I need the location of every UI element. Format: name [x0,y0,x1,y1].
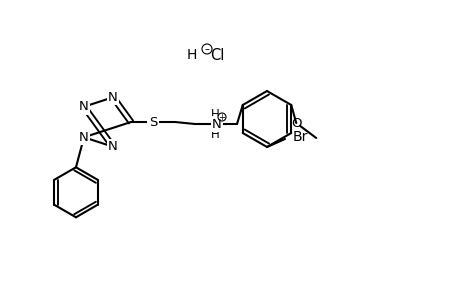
Text: S: S [149,116,157,128]
Text: Cl: Cl [210,47,224,62]
Text: N: N [79,131,89,144]
Text: Br: Br [292,130,308,144]
Text: H: H [210,128,219,140]
Text: –: – [204,44,209,54]
Text: O: O [291,116,301,130]
Text: N: N [79,100,89,113]
Text: H: H [210,107,219,121]
Text: N: N [212,118,221,130]
Text: N: N [108,140,118,153]
Text: H: H [186,48,196,62]
Text: +: + [218,112,225,122]
Text: N: N [108,91,118,104]
